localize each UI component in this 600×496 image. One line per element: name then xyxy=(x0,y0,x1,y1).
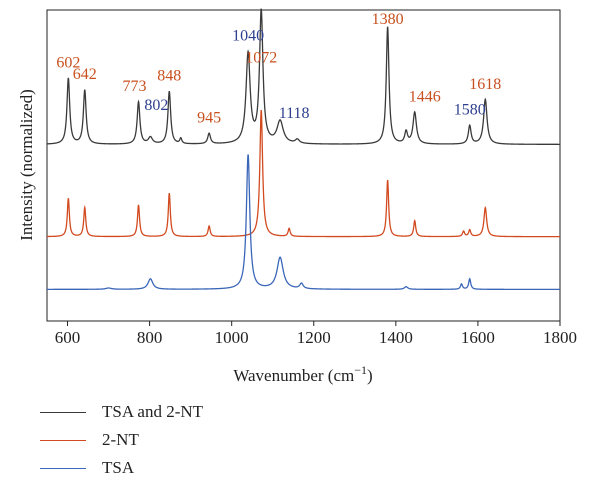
legend: TSA and 2-NT 2-NT TSA xyxy=(40,398,203,482)
peak-label-602: 602 xyxy=(56,54,80,71)
x-tick-label: 1000 xyxy=(215,328,249,347)
x-tick-label: 1800 xyxy=(543,328,577,347)
legend-item-2nt: 2-NT xyxy=(40,426,203,454)
x-axis-title: Wavenumber (cm−1) xyxy=(233,363,372,385)
peak-label-1618: 1618 xyxy=(469,76,501,93)
peak-label-848: 848 xyxy=(157,68,181,85)
legend-swatch xyxy=(40,467,86,469)
legend-label: 2-NT xyxy=(102,430,139,449)
peak-label-642: 642 xyxy=(73,66,97,83)
peak-label-1446: 1446 xyxy=(409,88,441,105)
x-tick-label: 800 xyxy=(137,328,163,347)
peak-label-1580: 1580 xyxy=(454,102,486,119)
x-tick-label: 1600 xyxy=(461,328,495,347)
plot-frame xyxy=(46,9,561,322)
legend-item-tsa-and-2nt: TSA and 2-NT xyxy=(40,398,203,426)
peak-label-945: 945 xyxy=(197,110,221,127)
peak-label-802: 802 xyxy=(144,97,168,114)
x-tick-label: 1400 xyxy=(379,328,413,347)
legend-label: TSA and 2-NT xyxy=(102,402,204,421)
legend-label: TSA xyxy=(102,458,135,477)
legend-swatch xyxy=(40,411,86,413)
x-tick-label: 600 xyxy=(55,328,81,347)
x-axis-ticks: 600 800 1000 1200 1400 1600 1800 xyxy=(55,321,577,347)
legend-item-tsa: TSA xyxy=(40,454,203,482)
peak-label-1380: 1380 xyxy=(372,11,404,28)
series-line-tsa-and-2-nt xyxy=(46,8,560,145)
peak-label-1118: 1118 xyxy=(279,105,310,122)
peak-label-1040: 1040 xyxy=(232,28,264,45)
y-axis-title: Intensity (normalized) xyxy=(17,89,36,241)
legend-swatch xyxy=(40,439,86,441)
x-tick-label: 1200 xyxy=(297,328,331,347)
series-line-2-nt xyxy=(47,110,560,238)
series-line-tsa xyxy=(47,154,560,291)
peak-label-1072: 1072 xyxy=(245,50,277,67)
peak-label-773: 773 xyxy=(123,78,147,95)
series-layer xyxy=(46,8,560,291)
